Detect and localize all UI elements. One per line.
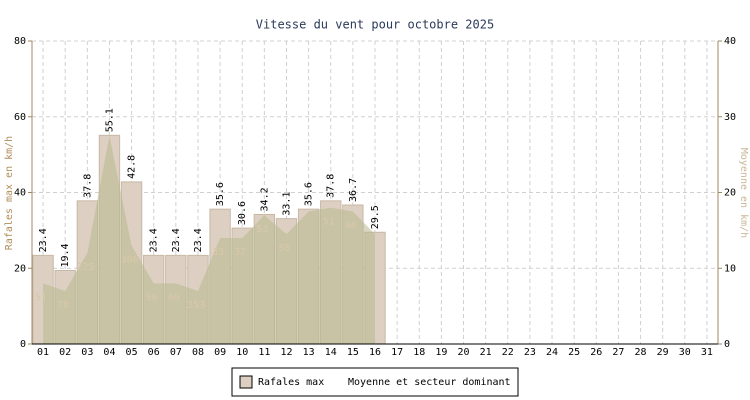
x-tick-label: 26 <box>590 347 602 358</box>
x-tick-label: 29 <box>657 347 669 358</box>
sector-label: 50 <box>278 243 290 254</box>
value-label: 30.6 <box>237 201 248 225</box>
sector-label: 33 <box>212 247 224 258</box>
y-tick-label: 80 <box>14 36 26 47</box>
legend-label: Moyenne et secteur dominant <box>348 377 511 388</box>
y2-axis-label: Moyenne en km/h <box>738 148 749 238</box>
x-tick-label: 28 <box>635 347 647 358</box>
value-label: 35.6 <box>304 182 315 206</box>
value-label: 29.5 <box>370 205 381 229</box>
value-label: 23.4 <box>171 228 182 252</box>
x-tick-label: 31 <box>701 347 713 358</box>
value-label: 55.1 <box>104 108 115 132</box>
x-tick-label: 13 <box>303 347 315 358</box>
sector-label: 60 <box>168 292 180 303</box>
y2-tick-label: 10 <box>724 263 736 274</box>
x-tick-label: 24 <box>546 347 558 358</box>
value-label: 42.8 <box>127 155 138 179</box>
y-tick-label: 40 <box>14 188 26 199</box>
x-tick-label: 16 <box>369 347 381 358</box>
sector-label: 46 <box>345 220 357 231</box>
x-tick-label: 21 <box>480 347 492 358</box>
sector-label: 225 <box>76 262 94 273</box>
x-tick-label: 25 <box>568 347 580 358</box>
chart-title: Vitesse du vent pour octobre 2025 <box>256 18 494 32</box>
x-tick-label: 01 <box>37 347 49 358</box>
x-tick-label: 17 <box>391 347 403 358</box>
sector-label: 53 <box>256 224 268 235</box>
x-tick-label: 08 <box>192 347 204 358</box>
value-label: 37.8 <box>326 174 337 198</box>
y2-tick-label: 30 <box>724 112 736 123</box>
area <box>43 135 376 344</box>
value-label: 23.4 <box>193 228 204 252</box>
x-tick-label: 15 <box>347 347 359 358</box>
y-axis-label: Rafales max en km/h <box>4 136 15 250</box>
x-tick-label: 22 <box>502 347 514 358</box>
x-tick-label: 14 <box>325 347 337 358</box>
sector-label: 78 <box>57 300 69 311</box>
y-tick-label: 0 <box>20 339 26 350</box>
legend-box <box>231 367 519 397</box>
x-tick-label: 02 <box>59 347 71 358</box>
x-tick-label: 30 <box>679 347 691 358</box>
value-label: 23.4 <box>38 228 49 252</box>
x-tick-label: 04 <box>103 347 115 358</box>
x-tick-label: 27 <box>612 347 624 358</box>
y-tick-label: 20 <box>14 263 26 274</box>
x-tick-label: 07 <box>170 347 182 358</box>
y-tick-label: 60 <box>14 112 26 123</box>
sector-label: 37 <box>234 247 246 258</box>
x-tick-label: 06 <box>148 347 160 358</box>
x-tick-label: 05 <box>126 347 138 358</box>
x-tick-label: 23 <box>524 347 536 358</box>
x-tick-label: 09 <box>214 347 226 358</box>
value-label: 37.8 <box>82 174 93 198</box>
sector-label: 51 <box>35 292 47 303</box>
sector-label: 306 <box>121 255 139 266</box>
y2-tick-label: 40 <box>724 36 736 47</box>
y2-tick-label: 0 <box>724 339 730 350</box>
x-tick-label: 11 <box>258 347 270 358</box>
value-label: 36.7 <box>348 178 359 202</box>
x-tick-label: 10 <box>236 347 248 358</box>
y2-tick-label: 20 <box>724 188 736 199</box>
x-tick-label: 12 <box>280 347 292 358</box>
value-label: 23.4 <box>149 228 160 252</box>
value-label: 19.4 <box>60 243 71 267</box>
sector-label: 51 <box>323 217 335 228</box>
sector-label: 56 <box>146 292 158 303</box>
legend-swatch <box>239 375 253 389</box>
value-label: 34.2 <box>259 187 270 211</box>
sector-label: 353 <box>187 300 205 311</box>
value-label: 35.6 <box>215 182 226 206</box>
legend-label: Rafales max <box>258 377 324 388</box>
x-tick-label: 18 <box>413 347 425 358</box>
x-tick-label: 19 <box>435 347 447 358</box>
x-tick-label: 03 <box>81 347 93 358</box>
value-label: 33.1 <box>281 192 292 216</box>
x-tick-label: 20 <box>457 347 469 358</box>
